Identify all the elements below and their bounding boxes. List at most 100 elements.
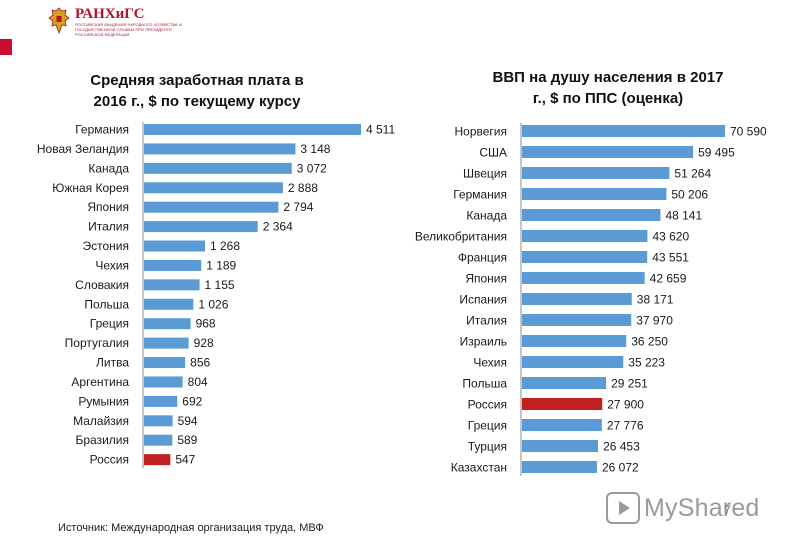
right-bar (522, 356, 624, 368)
left-category-label: Малайзия (73, 414, 129, 428)
left-bar (144, 182, 283, 194)
right-chart-title-line1: ВВП на душу населения в 2017 (492, 69, 724, 86)
eagle-emblem-icon (48, 7, 70, 35)
myshared-watermark: MyShared (606, 492, 760, 524)
logo-subtitle: РОССИЙСКАЯ АКАДЕМИЯ НАРОДНОГО ХОЗЯЙСТВА … (75, 22, 182, 37)
left-category-label: Россия (90, 453, 129, 467)
right-category-label: Япония (465, 272, 507, 286)
left-bar (144, 376, 183, 388)
right-bar (522, 419, 602, 431)
right-category-label: Италия (466, 314, 507, 328)
left-bar (144, 357, 186, 369)
left-category-label: Эстония (83, 239, 130, 253)
right-value-label: 27 900 (607, 398, 644, 412)
right-value-label: 26 072 (602, 461, 639, 475)
left-value-label: 2 794 (283, 200, 313, 214)
right-category-label: США (479, 146, 507, 160)
left-category-label: Словакия (75, 278, 129, 292)
source-note: Источник: Международная организация труд… (58, 522, 324, 534)
left-value-label: 589 (177, 433, 197, 447)
left-category-label: Япония (87, 200, 129, 214)
right-value-label: 35 223 (628, 356, 665, 370)
right-value-label: 36 250 (631, 335, 668, 349)
left-category-label: Португалия (65, 336, 129, 350)
right-category-label: Турция (468, 440, 507, 454)
left-category-label: Литва (96, 356, 129, 370)
ranepa-logo: РАНХиГС РОССИЙСКАЯ АКАДЕМИЯ НАРОДНОГО ХО… (48, 6, 195, 37)
right-category-label: Россия (468, 398, 507, 412)
left-bar (144, 143, 296, 155)
right-value-label: 37 970 (636, 314, 673, 328)
right-category-label: Швеция (463, 167, 507, 181)
left-value-label: 2 888 (288, 181, 318, 195)
left-value-label: 1 268 (210, 239, 240, 253)
right-value-label: 38 171 (637, 293, 674, 307)
left-bar (144, 454, 171, 466)
right-value-label: 51 264 (674, 167, 711, 181)
right-category-label: Казахстан (451, 461, 507, 475)
left-bar (144, 298, 194, 310)
left-category-label: Польша (84, 297, 129, 311)
left-value-label: 2 364 (263, 220, 293, 234)
left-category-label: Италия (88, 220, 129, 234)
left-value-label: 804 (188, 375, 208, 389)
right-bar (522, 314, 632, 326)
left-bar (144, 395, 178, 407)
right-value-label: 29 251 (611, 377, 648, 391)
right-value-label: 27 776 (607, 419, 644, 433)
right-bar (522, 398, 603, 410)
right-bar (522, 293, 632, 305)
left-value-label: 4 511 (366, 123, 395, 137)
left-bar (144, 240, 205, 252)
left-bar (144, 415, 173, 427)
left-bar (144, 221, 258, 233)
right-bar (522, 377, 607, 389)
right-value-label: 42 659 (650, 272, 687, 286)
right-category-label: Израиль (460, 335, 507, 349)
right-bar (522, 167, 670, 179)
right-chart-title-line2: г., $ по ППС (оценка) (532, 90, 684, 107)
right-bar (522, 272, 645, 284)
left-value-label: 3 072 (297, 161, 327, 175)
logo-name: РАНХиГС (75, 6, 145, 22)
right-category-label: Великобритания (415, 230, 507, 244)
left-category-label: Новая Зеландия (37, 142, 129, 156)
left-value-label: 928 (194, 336, 214, 350)
right-category-label: Испания (459, 293, 507, 307)
right-value-label: 48 141 (665, 209, 702, 223)
left-value-label: 3 148 (300, 142, 330, 156)
right-bar (522, 335, 627, 347)
left-value-label: 594 (178, 414, 198, 428)
left-bar (144, 434, 173, 446)
left-bar (144, 337, 189, 349)
left-category-label: Румыния (78, 394, 129, 408)
left-value-label: 1 155 (205, 278, 235, 292)
left-value-label: 1 189 (206, 258, 236, 272)
right-category-label: Франция (458, 251, 507, 265)
right-bar (522, 209, 661, 221)
right-category-label: Канада (466, 209, 507, 223)
left-bar (144, 162, 292, 174)
left-category-label: Германия (75, 123, 129, 137)
right-bar (522, 440, 599, 452)
play-icon (606, 492, 640, 524)
left-category-label: Бразилия (76, 433, 130, 447)
left-value-label: 968 (196, 317, 216, 331)
left-category-label: Южная Корея (52, 181, 129, 195)
left-chart-title: Средняя заработная плата в 2016 г., $ по… (62, 70, 332, 112)
brand-strip (0, 39, 12, 55)
right-value-label: 26 453 (603, 440, 640, 454)
left-category-label: Канада (88, 161, 129, 175)
right-bar (522, 188, 667, 200)
left-bar (144, 318, 191, 330)
right-category-label: Норвегия (454, 125, 507, 139)
left-bar (144, 201, 279, 213)
right-bar (522, 125, 725, 137)
left-value-label: 856 (190, 356, 210, 370)
right-value-label: 43 620 (652, 230, 689, 244)
right-category-label: Польша (462, 377, 507, 391)
right-value-label: 59 495 (698, 146, 735, 160)
right-category-label: Германия (453, 188, 507, 202)
right-bar (522, 251, 648, 263)
